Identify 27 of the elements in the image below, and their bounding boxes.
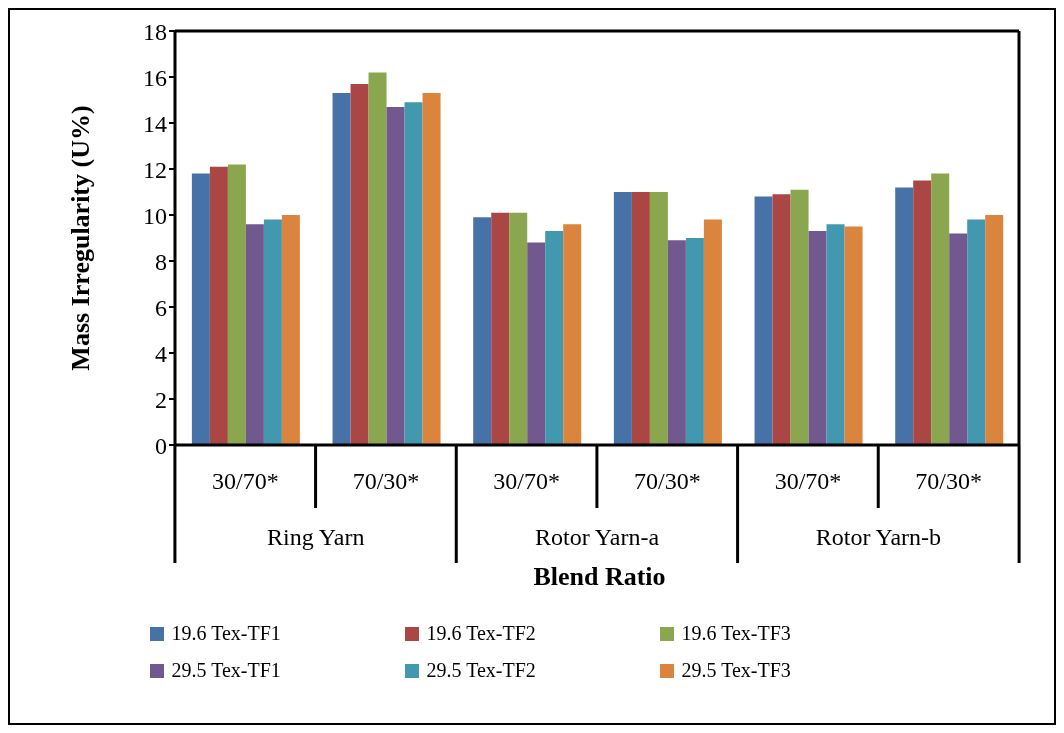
y-tick-label: 14 (143, 110, 167, 137)
text: Ring Yarn (267, 524, 365, 550)
legend-label: 19.6 Tex-TF3 (681, 622, 791, 645)
legend-label: 29.5 Tex-TF3 (681, 659, 791, 682)
legend-label: 29.5 Tex-TF2 (426, 659, 536, 682)
y-tick-label: 10 (143, 202, 167, 229)
x-tick-label: 30/70* (212, 468, 279, 494)
y-axis-title: Mass Irregularity (U%) (66, 105, 96, 371)
x-tick-label: 30/70* (774, 468, 842, 494)
x-axis-title: Blend Ratio (532, 562, 667, 592)
y-tick-label: 18 (143, 18, 167, 45)
x-tick-label: 70/30* (634, 468, 701, 494)
x-tick-label: 30/70* (493, 468, 560, 494)
legend-label: 19.6 Tex-TF2 (426, 622, 536, 645)
y-tick-label: 6 (155, 294, 167, 321)
x-tick-label: 70/30* (352, 468, 420, 494)
legend-label: 19.6 Tex-TF1 (171, 622, 281, 645)
y-tick-label: 2 (155, 386, 167, 413)
text: Rotor Yarn-b (815, 524, 942, 550)
text: Rotor Yarn-a (535, 524, 660, 550)
y-tick-label: 12 (143, 156, 167, 183)
x-tick-label: 70/30* (915, 468, 982, 494)
y-tick-label: 8 (155, 248, 167, 275)
legend-label: 29.5 Tex-TF1 (171, 659, 281, 682)
y-tick-label: 0 (155, 432, 167, 459)
y-tick-label: 4 (155, 340, 167, 367)
y-tick-label: 16 (143, 64, 167, 91)
